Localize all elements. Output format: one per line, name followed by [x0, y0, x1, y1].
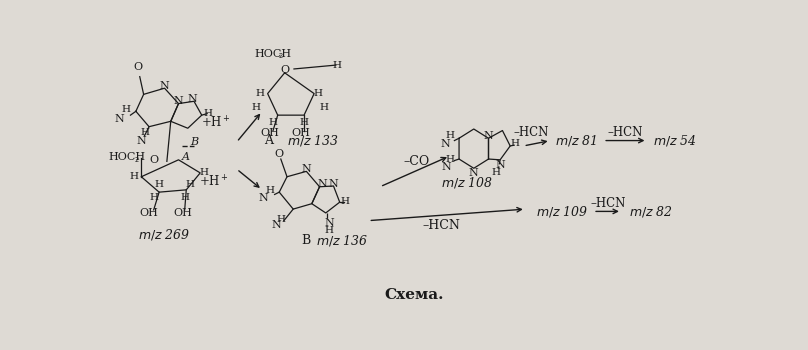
- Text: B: B: [301, 234, 310, 247]
- Text: $_2$: $_2$: [134, 155, 140, 164]
- Text: H: H: [492, 168, 501, 177]
- Text: H: H: [268, 118, 278, 127]
- Text: H: H: [324, 226, 334, 235]
- Text: H: H: [341, 197, 350, 206]
- Text: O: O: [133, 62, 143, 72]
- Text: H: H: [149, 193, 158, 202]
- Text: N: N: [441, 162, 451, 172]
- Text: N: N: [115, 114, 124, 124]
- Text: N: N: [137, 135, 146, 146]
- Text: N: N: [160, 81, 170, 91]
- Text: H: H: [121, 105, 130, 114]
- Text: $m/z$ 108: $m/z$ 108: [440, 175, 493, 190]
- Text: $m/z$ 136: $m/z$ 136: [317, 233, 368, 248]
- Text: $m/z$ 81: $m/z$ 81: [555, 133, 597, 148]
- Text: HOCH: HOCH: [109, 153, 146, 162]
- Text: $m/z$ 82: $m/z$ 82: [629, 204, 673, 219]
- Text: H: H: [445, 132, 454, 140]
- Text: $m/z$ 109: $m/z$ 109: [536, 204, 588, 219]
- Text: OH: OH: [173, 208, 191, 218]
- Text: O: O: [275, 149, 284, 159]
- Text: B: B: [190, 137, 198, 147]
- Text: –HCN: –HCN: [513, 126, 549, 139]
- Text: N: N: [440, 139, 450, 149]
- Text: H: H: [333, 61, 342, 70]
- Text: H: H: [276, 215, 285, 224]
- Text: –CO: –CO: [403, 155, 430, 168]
- Text: H: H: [141, 128, 149, 137]
- Text: Схема.: Схема.: [385, 288, 444, 302]
- Text: H: H: [251, 103, 260, 112]
- Text: $m/z$ 133: $m/z$ 133: [287, 133, 339, 148]
- Text: H: H: [266, 186, 275, 195]
- Text: N: N: [271, 220, 281, 230]
- Text: OH: OH: [292, 128, 310, 138]
- Text: –HCN: –HCN: [590, 197, 625, 210]
- Text: A: A: [183, 153, 190, 162]
- Text: H: H: [186, 180, 195, 189]
- Text: OH: OH: [140, 208, 158, 218]
- Text: H: H: [200, 168, 208, 177]
- Text: N: N: [187, 94, 197, 104]
- Text: N: N: [484, 131, 494, 141]
- Text: +H$^+$: +H$^+$: [199, 175, 229, 190]
- Text: H: H: [129, 172, 138, 181]
- Text: OH: OH: [260, 128, 280, 138]
- Text: N: N: [301, 164, 311, 174]
- Text: H: H: [511, 139, 520, 148]
- Text: $_2$: $_2$: [278, 51, 284, 61]
- Text: H: H: [180, 193, 189, 202]
- Text: A: A: [264, 134, 273, 147]
- Text: +H$^+$: +H$^+$: [201, 115, 231, 131]
- Text: H: H: [204, 109, 213, 118]
- Text: H: H: [445, 155, 454, 163]
- Text: H: H: [320, 103, 329, 112]
- Text: N: N: [495, 160, 505, 170]
- Text: HOCH: HOCH: [255, 49, 292, 58]
- Text: –HCN: –HCN: [608, 126, 642, 139]
- Text: N: N: [259, 193, 268, 203]
- Text: $m/z$ 54: $m/z$ 54: [653, 133, 696, 148]
- Text: N: N: [324, 218, 334, 228]
- Text: $m/z$ 269: $m/z$ 269: [138, 227, 191, 242]
- Text: H: H: [154, 180, 164, 189]
- Text: O: O: [149, 155, 158, 165]
- Text: –HCN: –HCN: [423, 219, 461, 232]
- Text: O: O: [280, 65, 289, 76]
- Text: H: H: [314, 89, 322, 98]
- Text: N: N: [329, 180, 339, 189]
- Text: N: N: [317, 180, 326, 189]
- Text: H: H: [300, 118, 309, 127]
- Text: H: H: [255, 89, 264, 98]
- Text: N: N: [469, 168, 478, 178]
- Text: N: N: [174, 96, 183, 106]
